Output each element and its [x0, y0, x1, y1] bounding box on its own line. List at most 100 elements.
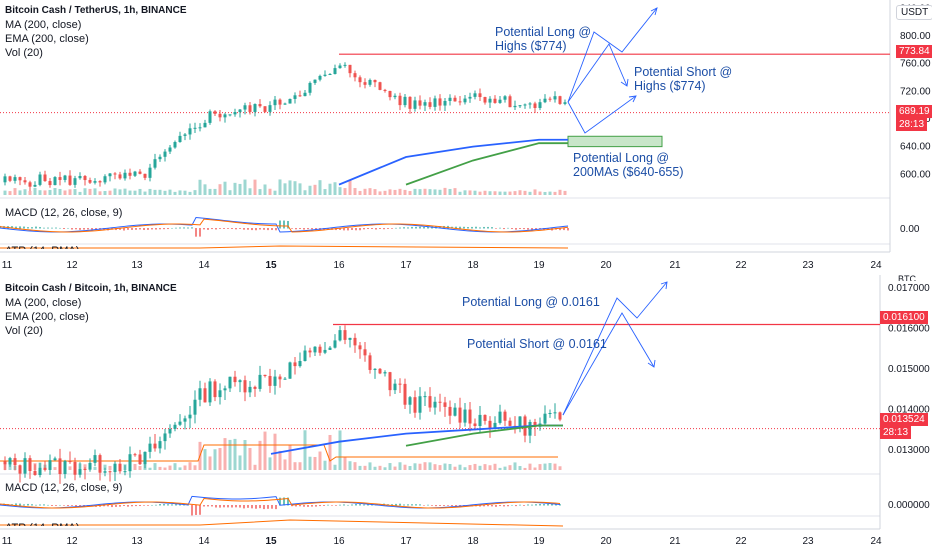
- ma-legend-2[interactable]: MA (200, close): [5, 297, 82, 309]
- annotation-line: Potential Long @: [495, 25, 592, 39]
- macd-histogram-bar: [179, 227, 181, 229]
- macd-histogram-bar: [39, 227, 41, 229]
- macd-histogram-bar: [235, 505, 237, 508]
- ma-legend-1[interactable]: MA (200, close): [5, 19, 82, 31]
- symbol-title-1[interactable]: Bitcoin Cash / TetherUS, 1h, BINANCE: [5, 5, 187, 16]
- p2-candle: [193, 399, 197, 415]
- p1-candle: [153, 159, 157, 168]
- p2-candle: [418, 396, 422, 413]
- p1-candle: [363, 82, 367, 85]
- macd-histogram-bar: [523, 228, 525, 230]
- p1-volume-bar: [3, 190, 7, 195]
- p1-volume-bar: [493, 191, 497, 195]
- ema-legend-2[interactable]: EMA (200, close): [5, 311, 89, 323]
- macd-histogram-bar: [135, 505, 137, 507]
- date-tick-label: 24: [870, 260, 882, 271]
- p1-candle: [403, 96, 407, 106]
- atr-line-1: [0, 245, 569, 249]
- p1-candle: [8, 176, 12, 181]
- macd-histogram-bar: [195, 228, 197, 237]
- price-tick-label: 0.017000: [888, 283, 930, 294]
- macd-histogram-bar: [431, 505, 433, 506]
- macd-histogram-bar: [343, 504, 345, 506]
- p1-volume-bar: [438, 189, 442, 195]
- p1-candle: [308, 82, 312, 93]
- p1-volume-bar: [58, 188, 62, 195]
- p2-candle: [303, 350, 307, 362]
- p2-candle: [63, 461, 67, 475]
- p1-candle: [508, 96, 512, 108]
- price-tick-label: 800.00: [900, 31, 931, 42]
- p2-volume-bar: [293, 462, 297, 470]
- p1-candle: [143, 173, 147, 178]
- p2-volume-bar: [178, 467, 182, 470]
- p2-candle: [293, 362, 297, 367]
- currency-label-2[interactable]: BTC: [898, 274, 916, 281]
- p1-candle: [523, 104, 527, 106]
- macd-histogram-bar: [155, 228, 157, 230]
- p1-volume-bar: [173, 191, 177, 195]
- p2-candle: [138, 454, 142, 465]
- p1-volume-bar: [248, 188, 252, 195]
- p2-candle: [258, 374, 262, 389]
- p1-volume-bar: [213, 188, 217, 195]
- p1-volume-bar: [388, 189, 392, 195]
- atr-legend-2[interactable]: ATR (14, RMA): [5, 521, 79, 526]
- p2-candle: [543, 413, 547, 424]
- p2-candle: [423, 396, 427, 398]
- p2-volume-bar: [433, 464, 437, 470]
- macd-histogram-bar: [499, 227, 501, 229]
- macd-legend-1[interactable]: MACD (12, 26, close, 9): [5, 207, 123, 219]
- vol-legend-1[interactable]: Vol (20): [5, 47, 43, 59]
- p2-candle: [408, 397, 412, 405]
- p2-candle: [483, 414, 487, 421]
- macd-histogram-bar: [207, 505, 209, 507]
- annotation-long-highs-1: Potential Long @ Highs ($774): [495, 25, 591, 53]
- p2-candle: [168, 428, 172, 434]
- p1-volume-bar: [178, 190, 182, 195]
- p1-volume-bar: [323, 189, 327, 195]
- macd-histogram-bar: [567, 228, 569, 231]
- p2-candle: [273, 376, 277, 386]
- symbol-title-2[interactable]: Bitcoin Cash / Bitcoin, 1h, BINANCE: [5, 283, 177, 294]
- ema-legend-1[interactable]: EMA (200, close): [5, 33, 89, 45]
- p1-candle: [208, 111, 212, 123]
- macd-histogram-bar: [219, 505, 221, 508]
- p2-volume-bar: [438, 465, 442, 470]
- macd-histogram-bar: [347, 228, 349, 231]
- p1-candle: [533, 103, 537, 108]
- p2-volume-bar: [388, 463, 392, 470]
- p2-volume-bar: [303, 430, 307, 470]
- macd-histogram-bar: [407, 504, 409, 506]
- p2-volume-bar: [393, 466, 397, 470]
- macd-histogram-bar: [159, 504, 161, 506]
- p2-candle: [498, 411, 502, 423]
- macd-histogram-bar: [119, 505, 121, 507]
- currency-label-1[interactable]: USDT: [896, 5, 932, 20]
- atr-legend-1[interactable]: ATR (14, RMA): [5, 244, 79, 249]
- p2-volume-bar: [513, 462, 517, 470]
- macd-histogram-bar: [15, 226, 17, 229]
- p1-volume-bar: [408, 191, 412, 195]
- vol-legend-2[interactable]: Vol (20): [5, 325, 43, 337]
- p1-volume-bar: [393, 189, 397, 195]
- macd-histogram-bar: [363, 228, 365, 230]
- macd-histogram-bar: [367, 504, 369, 506]
- date-tick-label: 14: [198, 260, 210, 271]
- p2-volume-bar: [373, 466, 377, 470]
- macd-histogram-bar: [167, 228, 169, 230]
- p1-candle: [488, 98, 492, 103]
- macd-histogram-bar: [163, 504, 165, 506]
- macd-histogram-bar: [43, 227, 45, 229]
- p1-candle: [518, 105, 522, 107]
- p2-candle: [328, 347, 332, 350]
- p1-volume-bar: [488, 191, 492, 195]
- macd-legend-2[interactable]: MACD (12, 26, close, 9): [5, 482, 123, 494]
- macd-histogram-bar: [439, 505, 441, 506]
- p1-candle: [53, 177, 57, 186]
- p2-candle: [338, 330, 342, 341]
- macd-histogram-bar: [223, 505, 225, 508]
- macd-histogram-bar: [199, 505, 201, 515]
- p2-volume-bar: [168, 465, 172, 470]
- p1-volume-bar: [283, 183, 287, 195]
